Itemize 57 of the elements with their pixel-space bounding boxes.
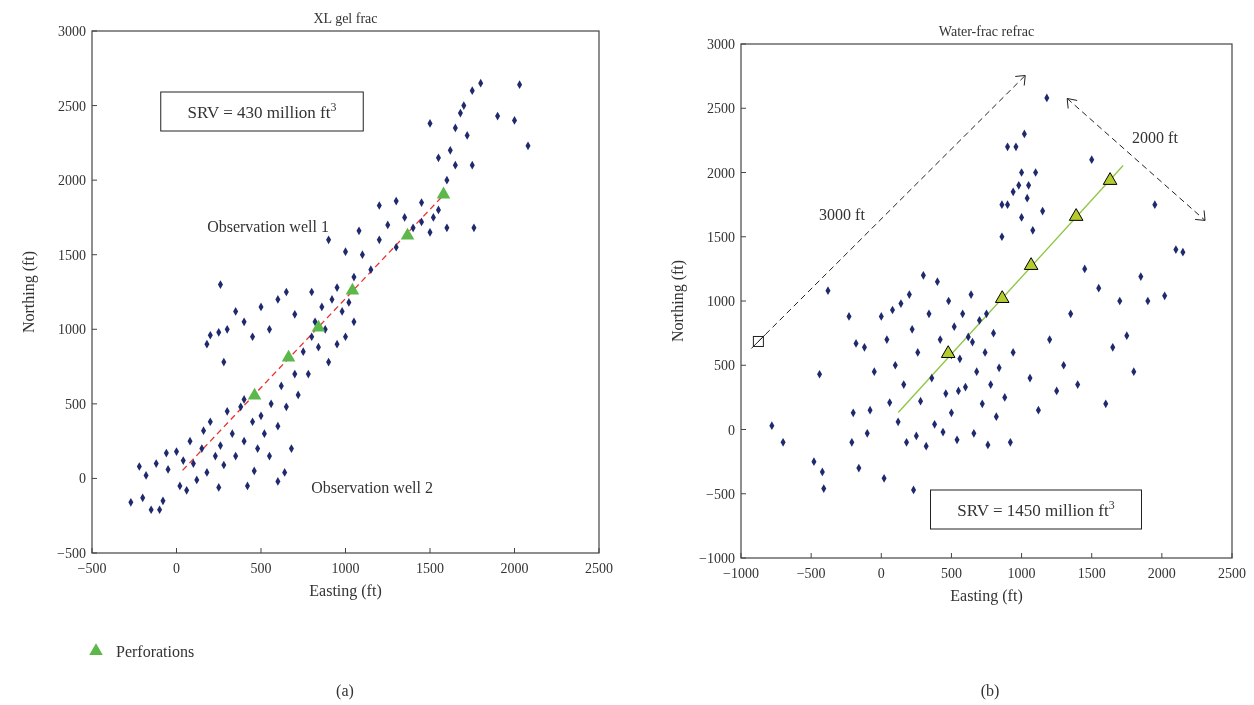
y-tick-label: 2000 [58,173,86,189]
chart-title: Water-frac refrac [938,24,1035,39]
y-tick-label: 2500 [58,98,86,114]
y-tick-label: 500 [714,358,735,374]
y-tick-label: −1000 [699,551,735,566]
x-tick-label: 2500 [1218,566,1246,581]
y-axis-title: Northing (ft) [20,250,38,334]
point [436,186,451,199]
point [1102,172,1118,185]
chart-title: XL gel frac [313,11,378,26]
x-tick-label: 0 [173,561,180,576]
point [311,319,326,332]
y-tick-label: 1000 [58,322,86,338]
x-tick-label: 500 [250,561,272,576]
annotation: 3000 ft [819,206,866,223]
x-axis-title: Easting (ft) [950,587,1023,605]
x-tick-label: 0 [877,566,885,581]
y-tick-label: −500 [706,486,735,502]
point [1023,257,1039,270]
point [994,290,1010,303]
x-tick-label: 500 [940,566,962,581]
y-tick-label: 1500 [58,247,86,263]
y-tick-label: 3000 [707,37,735,52]
x-tick-label: 1000 [1007,566,1036,581]
annotation: Observation well 2 [311,479,433,496]
annotation: SRV = 1450 million ft$^{3}$ [957,498,1115,520]
point [1068,208,1084,221]
point [400,227,415,240]
y-tick-label: 2500 [707,101,735,117]
text: (a) [336,682,354,700]
x-axis-title: Easting (ft) [309,582,382,600]
x-tick-label: 2500 [585,561,613,576]
x-tick-label: −500 [796,566,826,581]
x-tick-label: 1500 [1077,566,1106,581]
x-tick-label: 1000 [331,561,360,576]
point [281,349,296,362]
x-tick-label: −500 [77,561,107,576]
legend-label: Perforations [116,643,195,660]
annotation: 2000 ft [1132,129,1179,146]
x-tick-label: 1500 [416,561,444,576]
annotation: SRV = 430 million ft$^{3}$ [187,100,337,122]
point [345,282,360,295]
y-tick-label: 2000 [707,165,735,181]
y-tick-label: 0 [79,471,86,487]
y-tick-label: 500 [65,396,86,412]
y-tick-label: −500 [57,546,86,561]
y-tick-label: 1500 [707,229,735,245]
point [247,387,262,400]
x-tick-label: 2000 [500,561,529,576]
y-tick-label: 1000 [707,294,735,309]
y-axis-title: Northing (ft) [669,259,687,343]
x-tick-label: 2000 [1147,566,1176,581]
y-tick-label: 0 [728,422,735,438]
point [940,345,956,358]
y-tick-label: 3000 [58,24,86,39]
text: (b) [980,682,1000,700]
annotation: Observation well 1 [207,218,329,235]
